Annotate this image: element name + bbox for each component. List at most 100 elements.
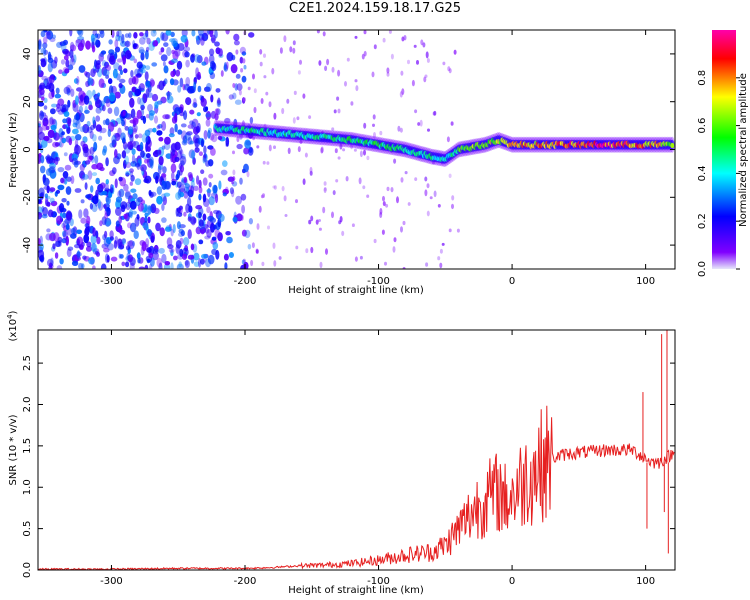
spectrogram-cell [60, 207, 67, 213]
spectrogram-cell [206, 229, 212, 238]
spectrogram-cell [92, 265, 96, 269]
spectrogram-cell [209, 30, 213, 38]
spectrogram-cell [386, 67, 390, 74]
spectrogram-cell [411, 79, 415, 87]
spectrogram-cell [55, 107, 61, 113]
spectrogram-cell [50, 257, 54, 267]
spectrogram-cell [325, 248, 328, 255]
spectrogram-cell [226, 236, 233, 244]
spectrogram-cell [211, 34, 216, 44]
spectrogram-cell [128, 77, 133, 86]
spectrogram-cell [426, 58, 430, 63]
spectrogram-cell [84, 182, 88, 190]
spectrogram-cell [230, 64, 238, 74]
spectrogram-cell [73, 160, 79, 168]
spectrogram-cell [217, 232, 223, 242]
spectrogram-cell [180, 35, 188, 43]
spectrogram-cell [85, 246, 93, 252]
spectrogram-cell [210, 147, 216, 156]
spectrogram-cell [223, 62, 227, 71]
spectrogram-cell [139, 97, 145, 107]
spectrogram-cell [267, 225, 270, 230]
spectrogram-cell [322, 206, 326, 214]
spectrogram-cell [170, 152, 174, 163]
spectrogram-cell [60, 59, 66, 65]
spectrogram-cell [111, 139, 117, 148]
spectrogram-cell [326, 58, 330, 66]
spectrogram-cell [40, 165, 46, 174]
spectrogram-cell [136, 214, 140, 220]
spectrogram-cell [122, 238, 126, 245]
spectrogram-cell [310, 215, 314, 222]
spectrogram-cell [265, 91, 269, 96]
spectrogram-cell [163, 192, 171, 197]
spectrogram-cell [204, 86, 211, 92]
spectrogram-cell [38, 187, 45, 197]
spectrogram-cell [79, 126, 86, 133]
spectrogram-cell [145, 135, 151, 145]
spectrogram-cell [151, 62, 158, 67]
spectrogram-cell [150, 30, 157, 37]
spectrogram-cell [241, 204, 246, 214]
spectrogram-cell [363, 149, 366, 156]
spectrogram-cell [158, 155, 164, 166]
spectrogram-cell [339, 143, 343, 150]
spectrogram-cell [130, 70, 134, 78]
spectrogram-cell [114, 39, 119, 49]
spectrogram-cell [241, 75, 247, 83]
snr-x-tick-label: -300 [100, 576, 123, 587]
spectrogram-cell [414, 177, 418, 182]
spectrogram-cell [354, 256, 358, 262]
spectrogram-cell [184, 260, 190, 268]
spectrogram-cell [244, 139, 252, 149]
spectrogram-cell [55, 189, 61, 194]
spectrogram-cell [319, 261, 323, 269]
spectrogram-cell [115, 207, 122, 216]
spectrogram-x-tick-label: -300 [100, 276, 123, 287]
spectrogram-cell [170, 228, 174, 237]
spectrogram-cell [47, 62, 53, 73]
spectrogram-cell [189, 140, 194, 145]
spectrogram-cell [147, 104, 153, 112]
spectrogram-cell [439, 248, 443, 254]
spectrogram-cell [53, 132, 60, 141]
spectrogram-cell [217, 97, 221, 106]
spectrogram-cell [62, 118, 67, 124]
spectrogram-cell [133, 230, 139, 239]
spectrogram-cell [447, 66, 451, 72]
spectrogram-cell [207, 215, 215, 221]
spectrogram-cell [128, 129, 133, 135]
spectrogram-cell [224, 117, 231, 124]
spectrogram-cell [236, 136, 240, 143]
spectrogram-cell [95, 115, 101, 122]
spectrogram-cell [174, 123, 178, 133]
spectrogram-cell [170, 70, 176, 78]
spectrogram-cell [126, 240, 133, 247]
spectrogram-cell [148, 252, 154, 259]
spectrogram-cell [57, 167, 65, 173]
spectrogram-cell [134, 134, 139, 139]
spectrogram-cell [55, 240, 61, 247]
spectrogram-cell [359, 255, 363, 260]
spectrogram-cell [273, 112, 277, 120]
spectrogram-cell [195, 226, 202, 235]
spectrogram-cell [142, 222, 148, 229]
spectrogram-cell [119, 241, 125, 250]
spectrogram-cell [240, 214, 244, 221]
spectrogram-cell [193, 81, 197, 91]
spectrogram-cell [136, 252, 141, 260]
spectrogram-cell [72, 122, 78, 128]
spectrogram-cell [115, 196, 123, 203]
spectrogram-cell [292, 117, 296, 124]
spectrogram-cell [399, 127, 403, 133]
snr-y-tick-label: 2.5 [22, 355, 33, 371]
spectrogram-cell [64, 164, 72, 171]
spectrogram-cell [248, 218, 253, 225]
spectrogram-cell [218, 48, 223, 57]
spectrogram-cell [209, 48, 215, 56]
spectrogram-cell [414, 109, 418, 114]
spectrogram-cell [424, 74, 428, 78]
spectrogram-cell [281, 185, 285, 192]
spectrogram-cell [162, 166, 167, 174]
spectrogram-cell [223, 253, 229, 261]
